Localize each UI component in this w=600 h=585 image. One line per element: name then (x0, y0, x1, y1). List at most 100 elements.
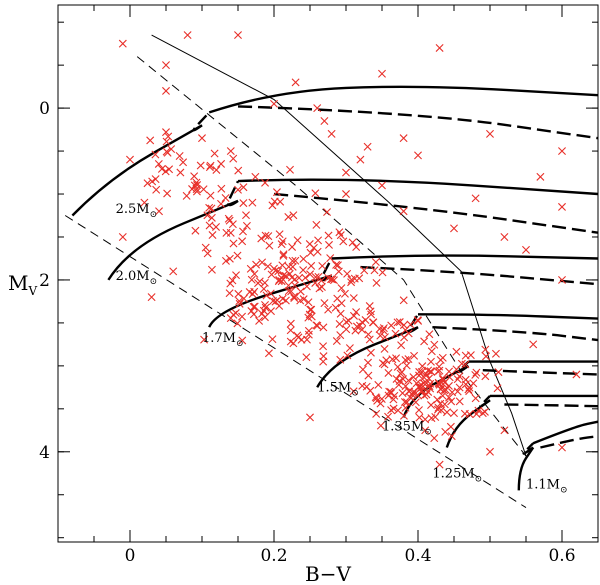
star-point (260, 313, 269, 322)
star-point (118, 39, 127, 48)
star-point (358, 318, 367, 327)
star-point (336, 309, 345, 318)
star-point (406, 394, 415, 403)
star-point (151, 150, 160, 159)
track-giant-dash-1.35 (482, 369, 599, 376)
star-point (382, 356, 391, 365)
star-point (445, 393, 454, 402)
star-point (337, 284, 346, 293)
star-point (201, 243, 210, 252)
star-point (315, 284, 324, 293)
mass-label: 1.35M⊙ (382, 419, 432, 437)
star-point (399, 296, 408, 305)
star-point (255, 277, 264, 286)
track-giant-dash-1.25 (504, 403, 599, 408)
star-point (374, 380, 383, 389)
star-point (205, 203, 214, 212)
star-point (379, 326, 388, 335)
mass-label-value: 1.5M (317, 381, 351, 396)
star-point (480, 407, 489, 416)
star-point (287, 287, 296, 296)
track-hook-1.5 (407, 313, 420, 334)
star-point (389, 404, 398, 413)
star-point (264, 232, 273, 241)
solar-symbol: ⊙ (475, 475, 483, 485)
star-point (414, 151, 422, 160)
star-point (228, 276, 237, 285)
star-point (455, 383, 464, 392)
star-point (182, 191, 191, 200)
track-giant-dash-2.0 (273, 192, 599, 234)
star-point (333, 294, 342, 303)
star-point (279, 251, 288, 260)
star-point (380, 333, 389, 342)
star-point (251, 172, 260, 181)
star-point (448, 388, 457, 397)
star-point (481, 345, 490, 354)
star-point (234, 31, 242, 40)
mass-labels: 2.5M⊙2.0M⊙1.7M⊙1.5M⊙1.35M⊙1.25M⊙ 1.1M⊙ (116, 202, 568, 496)
solar-symbol: ⊙ (560, 486, 568, 496)
star-point (410, 351, 419, 360)
star-point (313, 104, 322, 113)
star-point (482, 352, 490, 361)
star-point (500, 426, 509, 435)
star-point (188, 185, 197, 194)
star-point (471, 394, 480, 403)
track-giant-2.5 (208, 85, 599, 114)
star-point (226, 147, 235, 156)
star-point (446, 422, 455, 431)
y-axis-label: MV (8, 271, 37, 298)
star-point (167, 145, 176, 154)
star-point (312, 321, 321, 330)
star-point (376, 399, 385, 408)
star-point (239, 199, 248, 208)
star-point (242, 221, 251, 230)
star-point (438, 353, 447, 362)
star-point (265, 241, 274, 250)
star-point (239, 294, 248, 303)
star-point (452, 347, 461, 356)
star-point (232, 271, 241, 280)
star-point (222, 228, 231, 237)
star-point (327, 129, 336, 138)
y-tick-label: 4 (39, 443, 50, 463)
star-point (319, 342, 328, 351)
star-point (207, 213, 216, 222)
star-point (427, 367, 436, 376)
star-point (278, 237, 287, 246)
star-point (266, 289, 275, 298)
star-point (140, 198, 149, 207)
star-point (200, 335, 209, 344)
mass-label: 2.0M⊙ (116, 269, 158, 287)
star-point (267, 270, 276, 279)
star-point (348, 238, 357, 247)
star-point (438, 374, 447, 383)
star-point (395, 318, 404, 327)
star-point (420, 337, 429, 346)
star-point (320, 117, 329, 125)
star-point (163, 189, 172, 198)
star-point (281, 271, 290, 280)
star-point (169, 267, 178, 276)
star-point (376, 421, 385, 430)
star-point (394, 380, 403, 389)
star-point (378, 181, 386, 190)
star-point (427, 347, 436, 356)
track-giant-dash-1.1 (540, 435, 599, 449)
star-point (433, 395, 442, 404)
star-point (445, 373, 454, 382)
star-point (307, 312, 316, 321)
mass-label: 2.5M⊙ (116, 202, 158, 220)
star-point (288, 262, 297, 271)
star-point (290, 294, 299, 303)
axis-ticks: 0 0.2 0.4 0.6 0 2 4 (39, 5, 599, 566)
star-point (234, 166, 243, 175)
star-point (311, 189, 320, 198)
star-point (433, 405, 442, 414)
star-point (402, 361, 411, 370)
mass-label-value: 1.25M (432, 467, 474, 482)
star-point (370, 266, 379, 275)
star-point (207, 204, 216, 213)
star-point (418, 362, 427, 371)
